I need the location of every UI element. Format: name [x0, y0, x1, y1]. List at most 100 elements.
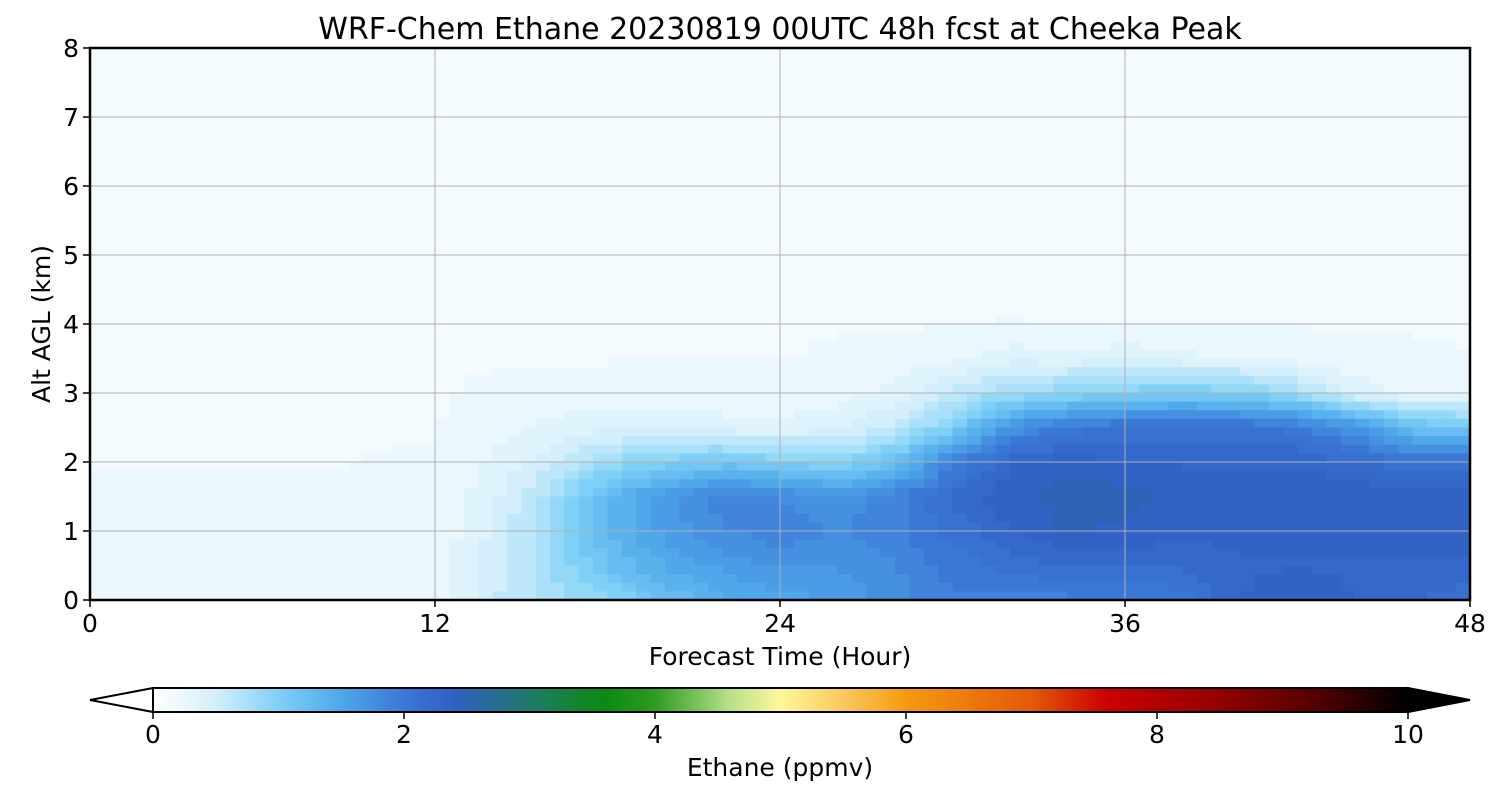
- heatmap-cell: [435, 211, 450, 222]
- heatmap-cell: [463, 280, 479, 291]
- heatmap-cell: [406, 125, 422, 135]
- heatmap-cell: [1182, 194, 1198, 204]
- heatmap-cell: [1053, 160, 1069, 170]
- heatmap-cell: [1441, 289, 1457, 299]
- heatmap-cell: [1225, 341, 1241, 351]
- heatmap-cell: [406, 367, 422, 377]
- heatmap-cell: [1268, 125, 1284, 135]
- heatmap-cell: [492, 384, 508, 394]
- heatmap-cell: [1081, 444, 1097, 454]
- heatmap-cell: [1081, 177, 1097, 187]
- heatmap-cell: [923, 108, 939, 118]
- heatmap-cell: [693, 160, 709, 170]
- heatmap-cell: [521, 203, 537, 213]
- heatmap-cell: [1067, 186, 1083, 196]
- heatmap-cell: [1024, 315, 1040, 325]
- heatmap-cell: [1110, 220, 1126, 230]
- heatmap-cell: [190, 410, 206, 420]
- heatmap-cell: [535, 479, 551, 489]
- heatmap-cell: [550, 384, 565, 394]
- heatmap-cell: [880, 298, 896, 308]
- heatmap-cell: [535, 186, 551, 196]
- heatmap-cell: [966, 375, 982, 385]
- heatmap-cell: [693, 142, 709, 153]
- heatmap-cell: [1110, 168, 1126, 178]
- heatmap-cell: [1412, 427, 1428, 437]
- heatmap-cell: [391, 367, 407, 377]
- heatmap-cell: [391, 410, 407, 420]
- heatmap-cell: [133, 306, 149, 316]
- heatmap-cell: [334, 82, 350, 92]
- heatmap-cell: [1254, 48, 1270, 58]
- heatmap-cell: [593, 211, 609, 222]
- heatmap-cell: [780, 151, 795, 161]
- heatmap-cell: [909, 418, 925, 429]
- heatmap-cell: [1355, 367, 1370, 377]
- heatmap-cell: [1426, 272, 1442, 282]
- heatmap-cell: [348, 289, 364, 299]
- heatmap-cell: [190, 186, 206, 196]
- heatmap-cell: [363, 453, 379, 463]
- heatmap-cell: [578, 349, 594, 360]
- heatmap-cell: [808, 444, 824, 454]
- heatmap-cell: [1053, 186, 1069, 196]
- heatmap-cell: [952, 349, 968, 360]
- heatmap-cell: [377, 108, 393, 118]
- heatmap-cell: [621, 151, 637, 161]
- heatmap-cell: [1182, 289, 1198, 299]
- heatmap-cell: [219, 125, 235, 135]
- heatmap-cell: [966, 142, 982, 153]
- heatmap-cell: [1081, 151, 1097, 161]
- heatmap-cell: [391, 479, 407, 489]
- heatmap-cell: [248, 306, 264, 316]
- heatmap-cell: [1225, 91, 1241, 101]
- heatmap-cell: [1182, 56, 1198, 66]
- heatmap-cell: [420, 186, 436, 196]
- heatmap-cell: [736, 393, 752, 403]
- heatmap-cell: [995, 263, 1011, 273]
- heatmap-cell: [90, 358, 105, 368]
- heatmap-cell: [866, 462, 882, 472]
- heatmap-cell: [1211, 73, 1227, 84]
- heatmap-cell: [90, 375, 105, 385]
- heatmap-cell: [1153, 186, 1169, 196]
- heatmap-cell: [176, 306, 192, 316]
- heatmap-cell: [736, 168, 752, 178]
- heatmap-cell: [880, 108, 896, 118]
- heatmap-cell: [492, 289, 508, 299]
- heatmap-cell: [938, 393, 954, 403]
- heatmap-cell: [1455, 280, 1471, 291]
- heatmap-cell: [420, 211, 436, 222]
- heatmap-cell: [1196, 324, 1212, 334]
- heatmap-cell: [837, 298, 853, 308]
- heatmap-cell: [621, 82, 637, 92]
- heatmap-cell: [966, 82, 982, 92]
- heatmap-cell: [1383, 151, 1399, 161]
- heatmap-cell: [1455, 436, 1471, 446]
- heatmap-cell: [837, 487, 853, 498]
- heatmap-cell: [1283, 220, 1299, 230]
- heatmap-cell: [449, 73, 465, 84]
- heatmap-cell: [521, 194, 537, 204]
- heatmap-cell: [90, 332, 105, 342]
- heatmap-cell: [478, 367, 494, 377]
- heatmap-cell: [1196, 332, 1212, 342]
- heatmap-cell: [1081, 203, 1097, 213]
- heatmap-cell: [1139, 453, 1155, 463]
- heatmap-cell: [435, 117, 450, 127]
- heatmap-cell: [1369, 367, 1385, 377]
- heatmap-cell: [348, 401, 364, 411]
- heatmap-cell: [1240, 341, 1255, 351]
- heatmap-cell: [665, 108, 680, 118]
- heatmap-cell: [736, 246, 752, 256]
- heatmap-cell: [118, 237, 134, 247]
- heatmap-cell: [506, 393, 522, 403]
- heatmap-cell: [1426, 151, 1442, 161]
- heatmap-cell: [463, 186, 479, 196]
- heatmap-cell: [506, 306, 522, 316]
- heatmap-cell: [679, 410, 695, 420]
- heatmap-cell: [219, 384, 235, 394]
- heatmap-cell: [478, 341, 494, 351]
- heatmap-cell: [248, 151, 264, 161]
- heatmap-cell: [823, 91, 839, 101]
